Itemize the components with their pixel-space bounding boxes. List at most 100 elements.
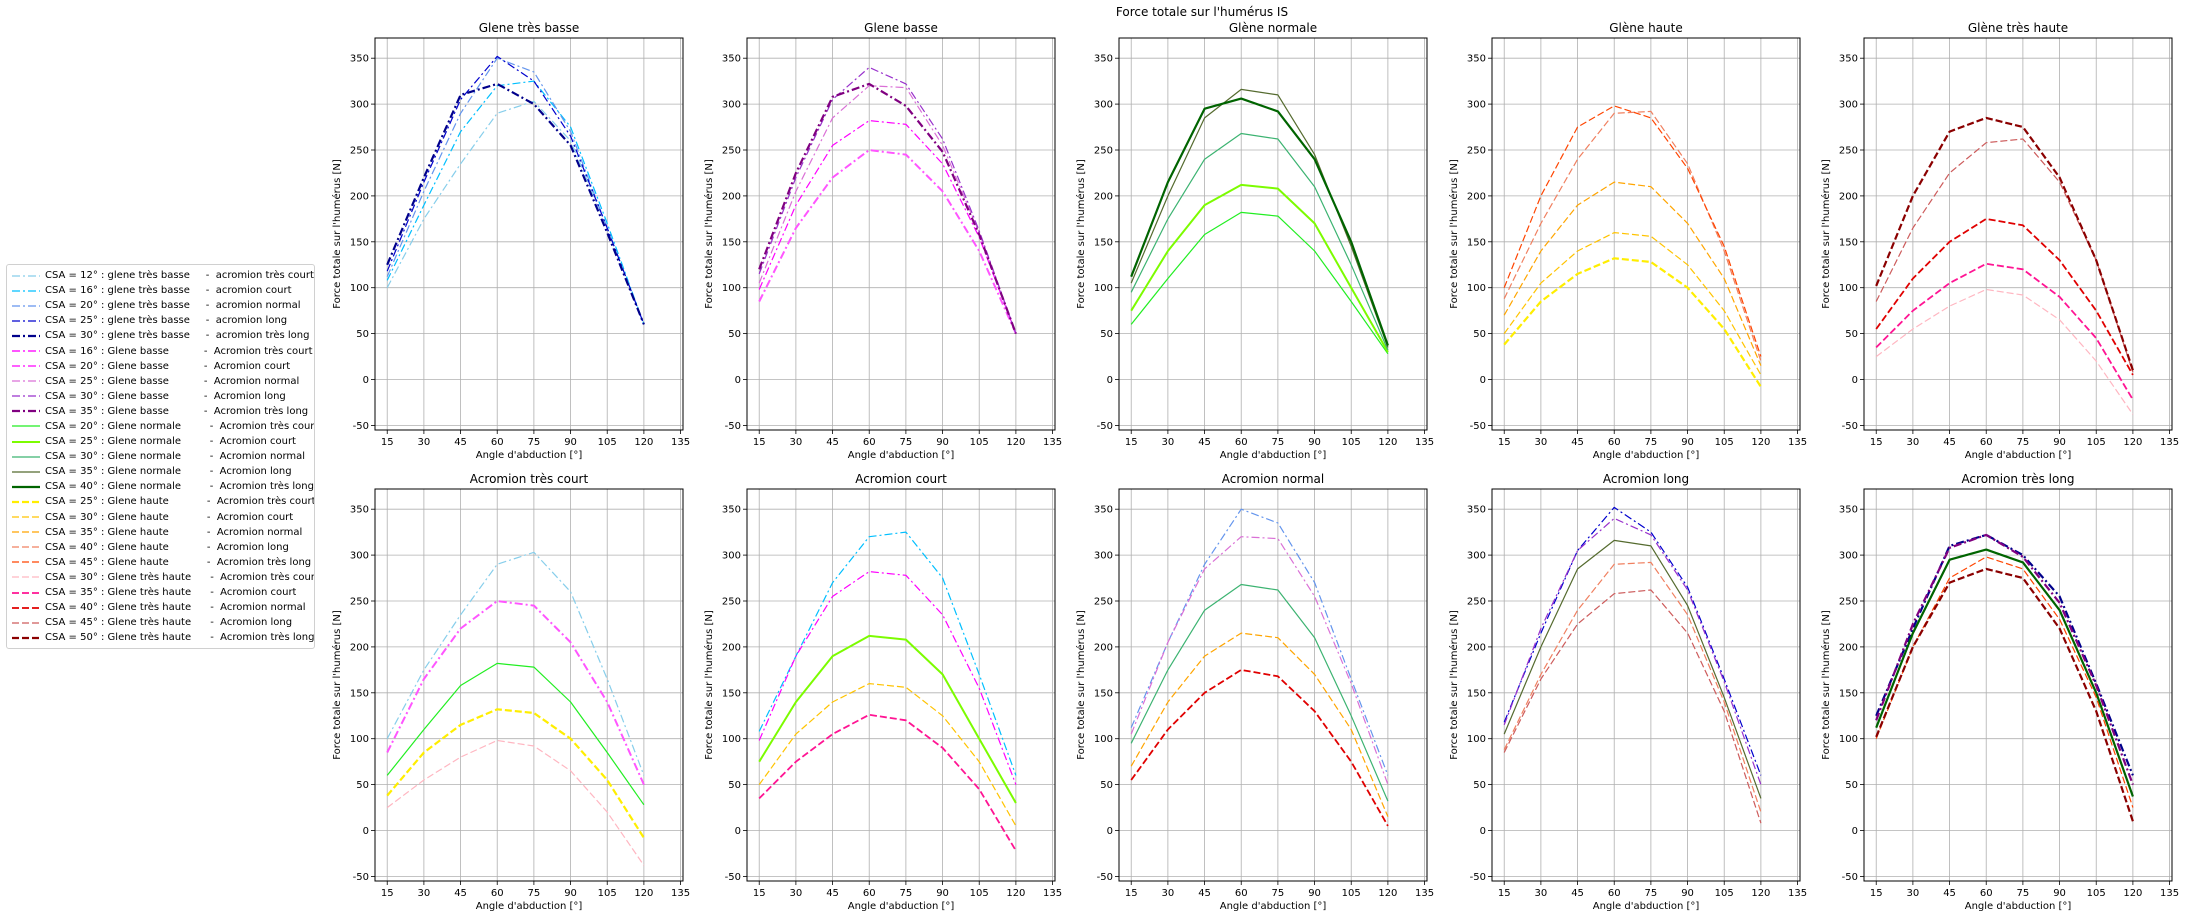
y-tick-label: 0 [735, 375, 741, 386]
series-line [386, 100, 645, 325]
y-tick-label: 200 [1467, 191, 1486, 202]
axes-frame [746, 488, 1056, 882]
series-line [1130, 536, 1389, 785]
subplot-title: Acromion long [1603, 472, 1689, 486]
legend-entry: CSA = 45° : Glene très haute - Acromion … [7, 615, 314, 630]
x-tick-label: 120 [1378, 437, 1397, 448]
x-tick-label: 30 [418, 437, 431, 448]
y-tick-label: 200 [1839, 642, 1858, 653]
legend-entry: CSA = 25° : Glene normale - Acromion cou… [7, 434, 314, 449]
y-tick-label: 200 [1467, 642, 1486, 653]
y-tick-label: 250 [1094, 146, 1113, 157]
x-tick-label: 15 [1125, 437, 1138, 448]
x-tick-label: 45 [826, 888, 839, 899]
x-axis-label: Angle d'abduction [°] [1593, 901, 1700, 912]
x-tick-label: 105 [1715, 888, 1734, 899]
y-tick-label: 200 [722, 642, 741, 653]
series-line [1503, 539, 1762, 799]
x-tick-label: 30 [1162, 437, 1175, 448]
series-line [1130, 583, 1389, 802]
x-tick-label: 75 [1272, 437, 1285, 448]
legend-label: CSA = 20° : glene très basse - acromion … [45, 300, 301, 312]
legend-label: CSA = 40° : Glene haute - Acromion long [45, 541, 289, 553]
y-tick-label: 350 [1094, 54, 1113, 65]
legend-swatch [12, 636, 40, 639]
legend-entry: CSA = 12° : glene très basse - acromion … [7, 268, 314, 283]
x-tick-label: 75 [1272, 888, 1285, 899]
x-tick-label: 45 [1571, 437, 1584, 448]
x-tick-label: 135 [2160, 437, 2179, 448]
x-tick-label: 105 [2087, 888, 2106, 899]
x-tick-label: 15 [753, 888, 766, 899]
x-tick-label: 75 [900, 888, 913, 899]
x-tick-label: 135 [671, 437, 690, 448]
x-tick-label: 60 [491, 437, 504, 448]
x-tick-label: 30 [418, 888, 431, 899]
series-line [386, 82, 645, 325]
y-tick-label: -50 [353, 872, 369, 883]
x-axis-label: Angle d'abduction [°] [848, 450, 955, 461]
x-tick-label: 30 [790, 437, 803, 448]
legend-entry: CSA = 20° : Glene basse - Acromion court [7, 359, 314, 374]
legend-label: CSA = 35° : Glene basse - Acromion très … [45, 405, 309, 417]
y-tick-label: 150 [1839, 237, 1858, 248]
x-tick-label: 75 [1645, 437, 1658, 448]
subplot-title: Acromion normal [1222, 472, 1324, 486]
series-line [758, 119, 1017, 334]
x-axis-label: Angle d'abduction [°] [1220, 450, 1327, 461]
legend-swatch [12, 350, 40, 353]
y-tick-label: 250 [1839, 146, 1858, 157]
legend-swatch [12, 365, 40, 367]
legend-swatch [12, 591, 40, 594]
y-tick-label: 100 [1839, 734, 1858, 745]
subplot-6: 15 30 45 60 75 90 105 120 135 -50 0 50 100 150 200 250 3… [331, 472, 690, 912]
x-tick-label: 60 [1608, 437, 1621, 448]
subplot-9: 15 30 45 60 75 90 105 120 135 -50 0 50 100 150 200 250 3… [1448, 472, 1807, 912]
series-line [1503, 105, 1762, 357]
x-tick-label: 75 [2017, 888, 2030, 899]
subplot-title: Glène très haute [1968, 21, 2068, 35]
x-tick-label: 105 [598, 437, 617, 448]
y-tick-label: 100 [1467, 283, 1486, 294]
y-tick-label: 0 [363, 826, 369, 837]
series-line [386, 55, 645, 325]
y-tick-label: 200 [722, 191, 741, 202]
subplot-title: Glene très basse [479, 21, 580, 35]
y-tick-label: 0 [1852, 826, 1858, 837]
y-tick-label: 50 [1845, 780, 1858, 791]
x-tick-label: 105 [970, 437, 989, 448]
y-tick-label: 300 [1839, 100, 1858, 111]
subplot-2: 15 30 45 60 75 90 105 120 135 -50 0 50 100 150 200 250 3… [703, 21, 1062, 461]
y-tick-label: 350 [722, 54, 741, 65]
x-tick-label: 135 [1043, 437, 1062, 448]
series-line [758, 682, 1017, 827]
x-tick-label: 90 [936, 888, 949, 899]
subplot-8: 15 30 45 60 75 90 105 120 135 -50 0 50 100 150 200 250 3… [1075, 472, 1434, 912]
x-tick-label: 15 [1498, 437, 1511, 448]
x-tick-label: 120 [1378, 888, 1397, 899]
y-tick-label: 0 [363, 375, 369, 386]
y-tick-label: -50 [725, 872, 741, 883]
legend-entry: CSA = 40° : Glene normale - Acromion trè… [7, 479, 314, 494]
subplot-5: 15 30 45 60 75 90 105 120 135 -50 0 50 100 150 200 250 3… [1820, 21, 2179, 461]
x-tick-label: 135 [1788, 437, 1807, 448]
y-tick-label: 50 [356, 329, 369, 340]
y-tick-label: 350 [1467, 54, 1486, 65]
y-tick-label: 350 [1839, 505, 1858, 516]
series-line [1503, 561, 1762, 813]
x-tick-label: 45 [1943, 888, 1956, 899]
y-tick-label: 300 [722, 100, 741, 111]
legend-label: CSA = 50° : Glene très haute - Acromion … [45, 632, 314, 644]
y-axis-label: Force totale sur l'humérus [N] [331, 610, 343, 760]
y-tick-label: 150 [1467, 688, 1486, 699]
legend-label: CSA = 45° : Glene très haute - Acromion … [45, 617, 293, 629]
y-tick-label: 100 [350, 283, 369, 294]
y-tick-label: 100 [1839, 283, 1858, 294]
x-tick-label: 135 [671, 888, 690, 899]
series-line [758, 85, 1017, 334]
legend-label: CSA = 45° : Glene haute - Acromion très … [45, 556, 312, 568]
x-tick-label: 45 [454, 888, 467, 899]
x-tick-label: 45 [1571, 888, 1584, 899]
y-tick-label: 350 [350, 54, 369, 65]
